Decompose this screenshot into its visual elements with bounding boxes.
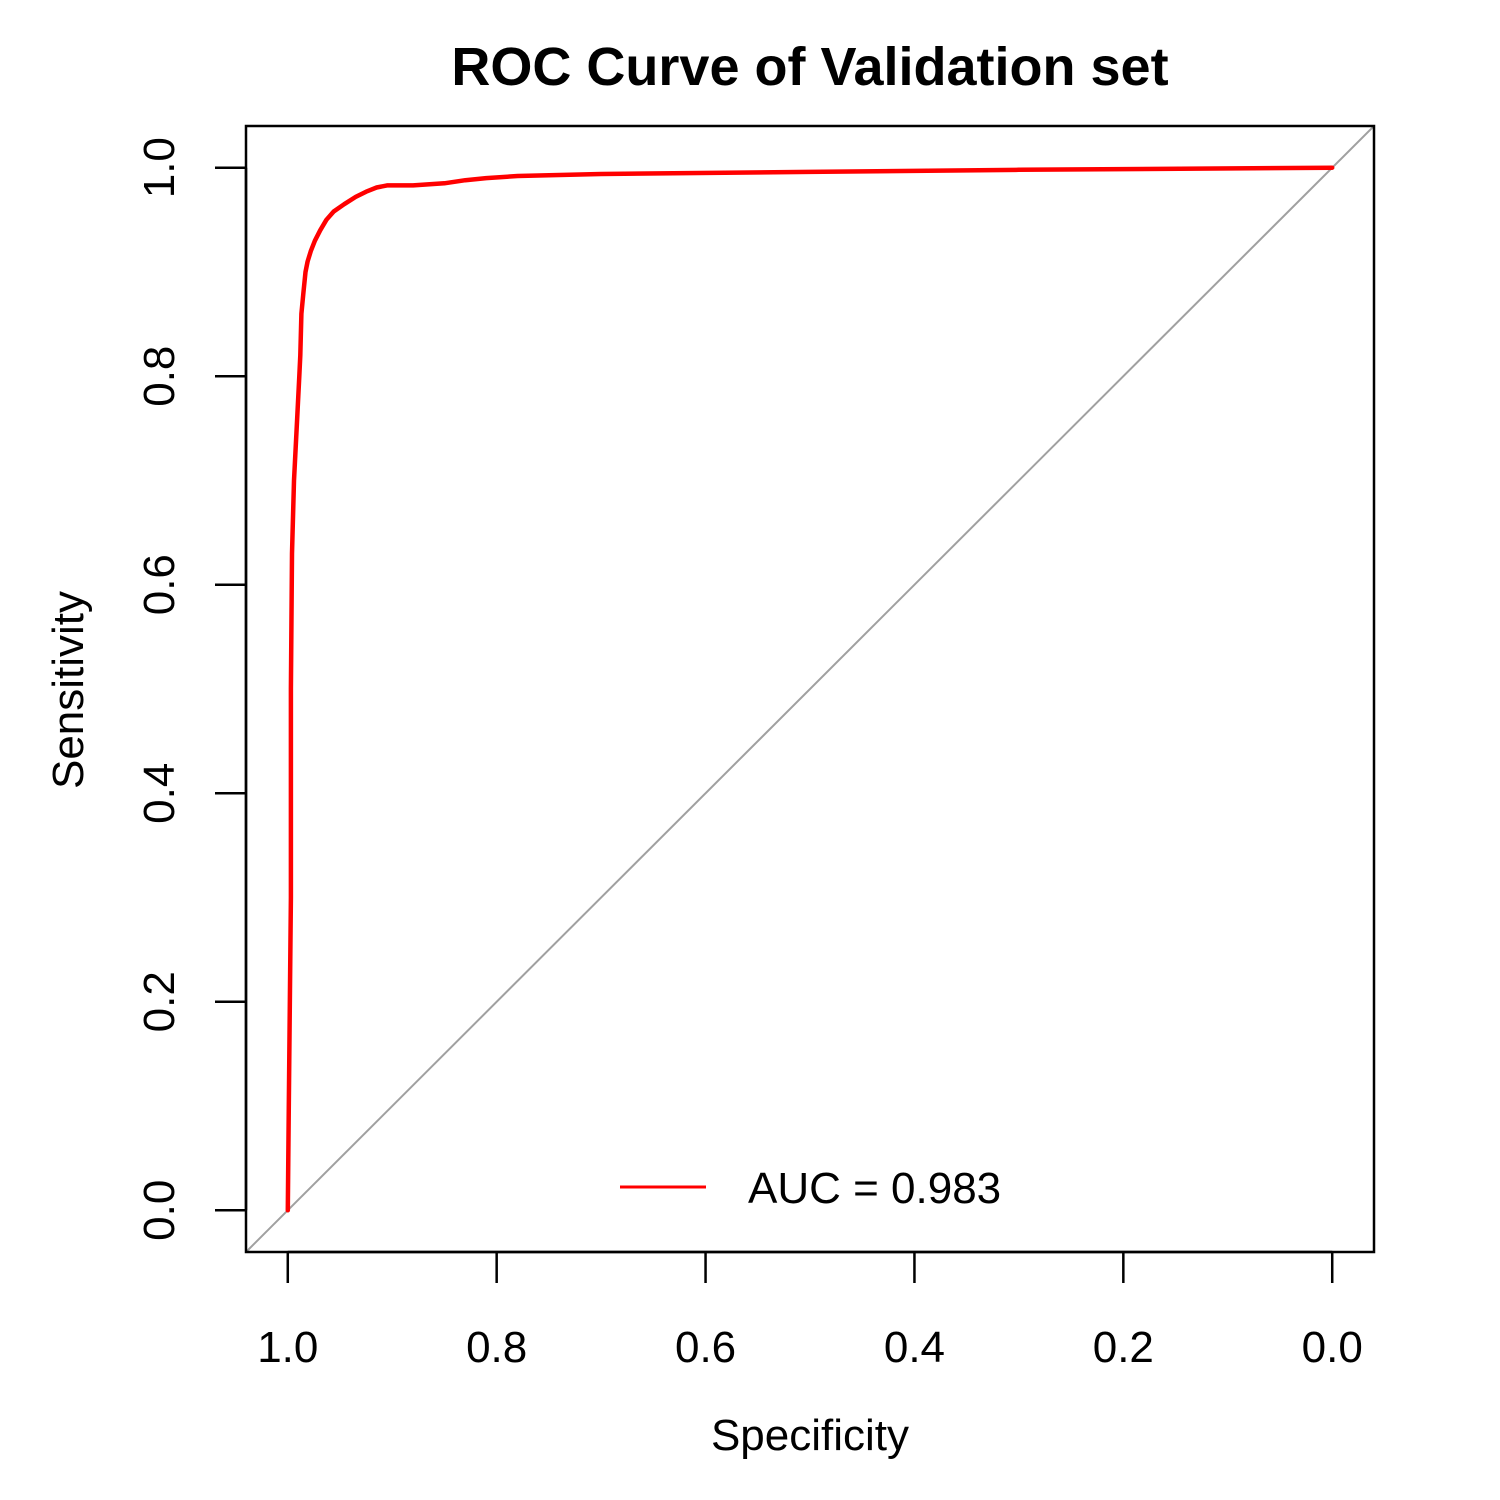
legend: AUC = 0.983 (620, 1164, 1001, 1213)
y-axis: 0.0 0.2 0.4 0.6 0.8 1.0 (135, 137, 248, 1241)
plot-area (244, 124, 1376, 1254)
y-axis-label: Sensitivity (44, 591, 93, 789)
reference-diagonal (245, 125, 1375, 1253)
y-tick-label: 0.4 (135, 763, 184, 824)
y-tick-label: 0.2 (135, 971, 184, 1032)
x-tick-label: 0.6 (675, 1323, 736, 1372)
x-tick-label: 0.4 (884, 1323, 945, 1372)
x-axis-label: Specificity (711, 1411, 909, 1460)
x-tick-label: 0.0 (1302, 1323, 1363, 1372)
legend-label: AUC = 0.983 (748, 1164, 1001, 1213)
x-tick-label: 0.8 (466, 1323, 527, 1372)
y-tick-label: 1.0 (135, 137, 184, 198)
y-tick-label: 0.8 (135, 346, 184, 407)
x-tick-label: 0.2 (1093, 1323, 1154, 1372)
x-tick-label: 1.0 (257, 1323, 318, 1372)
y-tick-label: 0.0 (135, 1180, 184, 1241)
roc-curve-series-0 (285, 165, 1335, 1213)
chart-title: ROC Curve of Validation set (451, 37, 1168, 97)
x-axis: 1.0 0.8 0.6 0.4 0.2 0.0 (257, 1250, 1363, 1372)
y-tick-label: 0.6 (135, 554, 184, 615)
